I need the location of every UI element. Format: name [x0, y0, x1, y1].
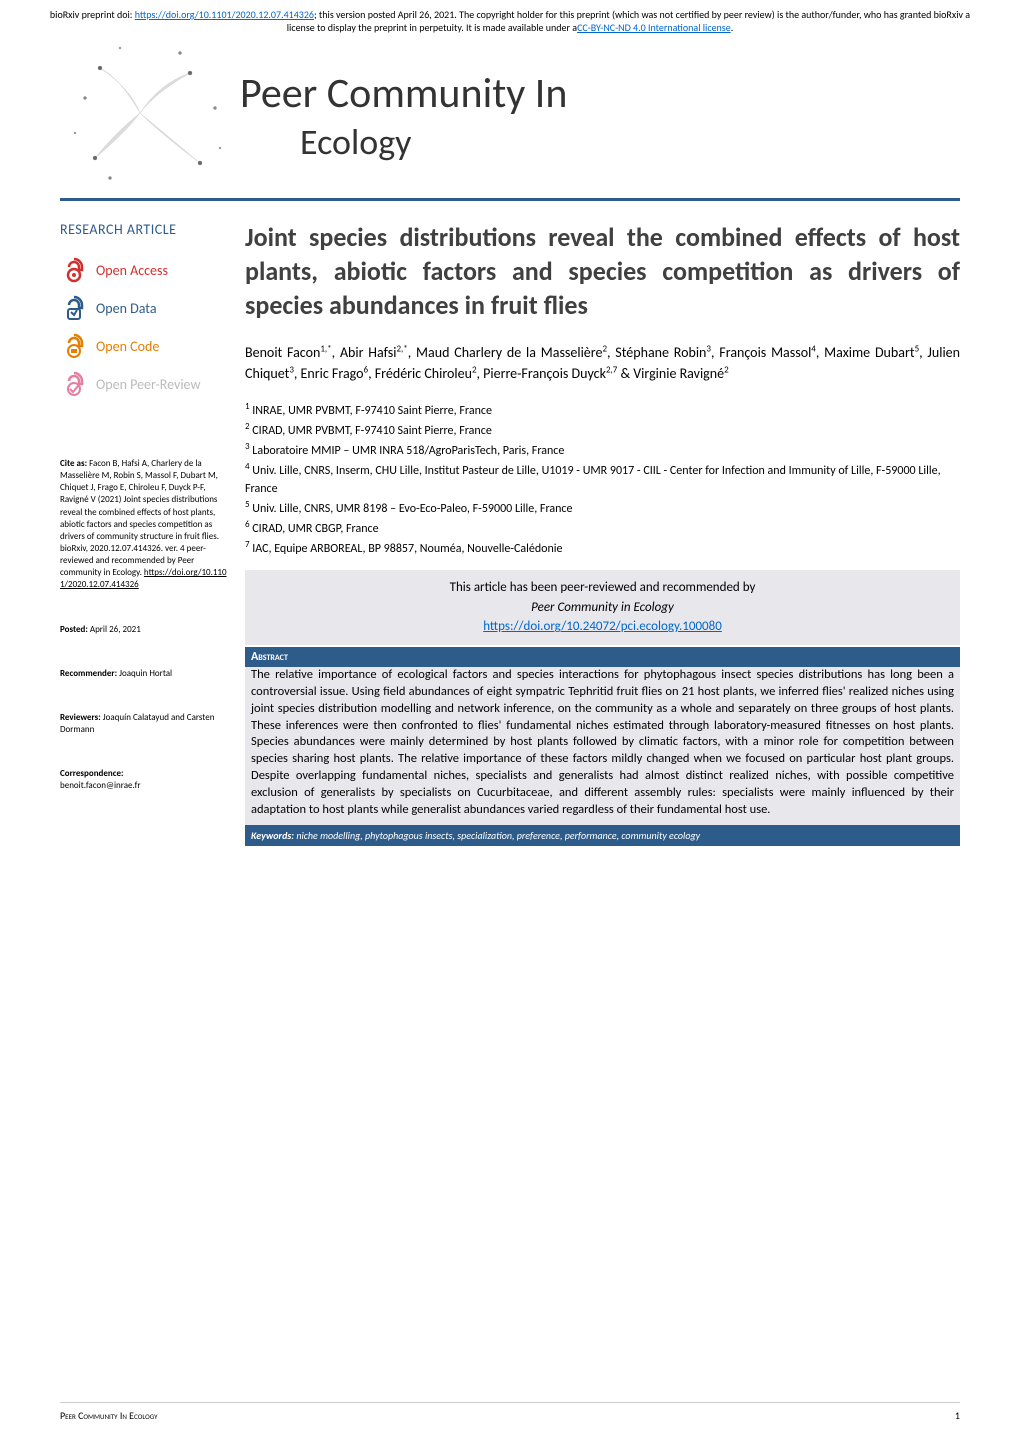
- affiliation-item: 4 Univ. Lille, CNRS, Inserm, CHU Lille, …: [245, 460, 960, 498]
- recommended-line2: Peer Community in Ecology: [531, 600, 674, 615]
- reviewers-label: Reviewers:: [60, 712, 101, 723]
- page-footer: Peer Community In Ecology 1: [60, 1402, 960, 1422]
- open-code-label: Open Code: [96, 338, 159, 355]
- posted-label: Posted:: [60, 624, 88, 635]
- logo-ornament-icon: [60, 38, 240, 188]
- open-access-badge: Open Access: [60, 256, 230, 284]
- affiliation-item: 6 CIRAD, UMR CBGP, France: [245, 518, 960, 538]
- affiliation-item: 1 INRAE, UMR PVBMT, F-97410 Saint Pierre…: [245, 400, 960, 420]
- abstract-body: The relative importance of ecological fa…: [245, 667, 960, 825]
- keywords-label: Keywords:: [251, 829, 294, 842]
- recommended-box: This article has been peer-reviewed and …: [245, 570, 960, 645]
- preprint-prefix: bioRxiv preprint doi:: [50, 8, 135, 21]
- reviewers-block: Reviewers: Joaquín Calatayud and Carsten…: [60, 712, 230, 736]
- open-code-badge: Open Code: [60, 332, 230, 360]
- cite-text: Facon B, Hafsi A, Charlery de la Masseli…: [60, 458, 219, 578]
- recommender-block: Recommender: Joaquin Hortal: [60, 668, 230, 680]
- authors-list: Benoit Facon1,*, Abir Hafsi2,*, Maud Cha…: [245, 342, 960, 384]
- license-suffix: .: [731, 21, 734, 34]
- article-title: Joint species distributions reveal the c…: [245, 221, 960, 322]
- recommender-label: Recommender:: [60, 668, 117, 679]
- keywords-text: niche modelling, phytophagous insects, s…: [294, 829, 700, 842]
- correspondence-block: Correspondence: benoit.facon@inrae.fr: [60, 768, 230, 792]
- logo-sub-text: Ecology: [300, 120, 411, 164]
- affiliation-item: 7 IAC, Equipe ARBOREAL, BP 98857, Nouméa…: [245, 538, 960, 558]
- logo-main-text: Peer Community In: [240, 68, 567, 119]
- open-review-icon: [60, 370, 88, 398]
- affiliation-item: 3 Laboratoire MMIP – UMR INRA 518/AgroPa…: [245, 440, 960, 460]
- open-code-icon: [60, 332, 88, 360]
- affiliations-list: 1 INRAE, UMR PVBMT, F-97410 Saint Pierre…: [245, 400, 960, 558]
- footer-page-number: 1: [955, 1409, 960, 1422]
- sidebar: RESEARCH ARTICLE Open Access Open Data: [60, 221, 245, 846]
- open-access-icon: [60, 256, 88, 284]
- open-data-label: Open Data: [96, 300, 157, 317]
- affiliation-item: 2 CIRAD, UMR PVBMT, F-97410 Saint Pierre…: [245, 420, 960, 440]
- correspondence-label: Correspondence:: [60, 768, 124, 779]
- logo-section: Peer Community In Ecology: [0, 38, 1020, 198]
- main-content: Joint species distributions reveal the c…: [245, 221, 960, 846]
- preprint-notice: bioRxiv preprint doi: https://doi.org/10…: [0, 0, 1020, 38]
- cite-block: Cite as: Facon B, Hafsi A, Charlery de l…: [60, 458, 230, 592]
- open-data-badge: Open Data: [60, 294, 230, 322]
- recommended-line1: This article has been peer-reviewed and …: [450, 580, 756, 595]
- article-type: RESEARCH ARTICLE: [60, 221, 230, 238]
- affiliation-item: 5 Univ. Lille, CNRS, UMR 8198 – Evo-Eco-…: [245, 498, 960, 518]
- open-review-label: Open Peer-Review: [96, 376, 200, 393]
- license-link[interactable]: CC-BY-NC-ND 4.0 International license: [577, 21, 731, 34]
- footer-journal: Peer Community In Ecology: [60, 1409, 158, 1422]
- abstract-header: Abstract: [245, 647, 960, 667]
- header-separator: [60, 198, 960, 201]
- posted-value: April 26, 2021: [88, 624, 141, 635]
- recommended-link[interactable]: https://doi.org/10.24072/pci.ecology.100…: [483, 619, 722, 634]
- open-review-badge: Open Peer-Review: [60, 370, 230, 398]
- open-access-label: Open Access: [96, 262, 168, 279]
- posted-block: Posted: April 26, 2021: [60, 624, 230, 636]
- keywords-bar: Keywords: niche modelling, phytophagous …: [245, 825, 960, 846]
- correspondence-email: benoit.facon@inrae.fr: [60, 780, 141, 791]
- recommender-value: Joaquin Hortal: [117, 668, 172, 679]
- open-data-icon: [60, 294, 88, 322]
- cite-label: Cite as:: [60, 458, 87, 469]
- preprint-doi-link[interactable]: https://doi.org/10.1101/2020.12.07.41432…: [135, 8, 314, 21]
